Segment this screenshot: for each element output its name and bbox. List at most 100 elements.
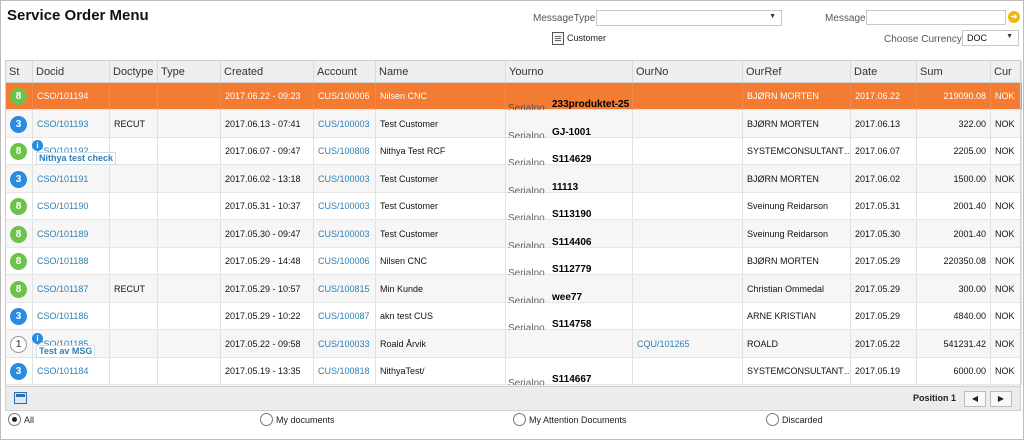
cell-account[interactable]: CUS/100003	[314, 110, 376, 138]
column-header-yourno[interactable]: Yourno	[506, 61, 633, 83]
serial-block: Serialno 11113	[508, 166, 632, 193]
cell-account[interactable]: CUS/100808	[314, 138, 376, 165]
sum-value: 322.00	[958, 118, 986, 129]
ourref-value: Sveinung Reidarson	[747, 228, 829, 239]
cell-doctype	[110, 358, 158, 385]
info-icon[interactable]: i	[32, 140, 43, 151]
cell-ourno[interactable]	[633, 193, 743, 220]
cell-ourno[interactable]	[633, 275, 743, 303]
table-row[interactable]: 3 CSO/101186 2017.05.29 - 10:22 CUS/100087 a…	[6, 303, 1022, 330]
table-row[interactable]: 8 CSO/101192 2017.06.07 - 09:47 CUS/100808 N…	[6, 138, 1022, 165]
radio-my-attention[interactable]: My Attention Documents	[513, 413, 627, 426]
cell-ourno[interactable]	[633, 220, 743, 248]
cell-created: 2017.05.19 - 13:35	[221, 358, 314, 385]
cell-docid[interactable]: CSO/101187	[33, 275, 110, 303]
arrow-right-icon[interactable]: ➜	[1008, 11, 1020, 23]
cell-ourno[interactable]	[633, 110, 743, 138]
cell-ourno[interactable]	[633, 358, 743, 385]
column-header-cur[interactable]: Cur	[991, 61, 1022, 83]
cell-account[interactable]: CUS/100006	[314, 83, 376, 110]
cell-sum: 300.00	[917, 275, 991, 303]
cell-ourno[interactable]	[633, 138, 743, 165]
created-value: 2017.05.29 - 10:57	[225, 283, 301, 294]
next-page-button[interactable]: ▶	[990, 391, 1012, 407]
cell-ourno[interactable]	[633, 248, 743, 275]
column-header-account[interactable]: Account	[314, 61, 376, 83]
radio-circle	[8, 413, 21, 426]
cell-account[interactable]: CUS/100003	[314, 220, 376, 248]
column-header-name[interactable]: Name	[376, 61, 506, 83]
sum-value: 6000.00	[953, 366, 986, 376]
column-header-sum[interactable]: Sum	[917, 61, 991, 83]
cell-st: 8	[6, 138, 33, 165]
table-row[interactable]: 8 CSO/101189 2017.05.30 - 09:47 CUS/100003 T…	[6, 220, 1022, 248]
cell-docid[interactable]: CSO/101188	[33, 248, 110, 275]
column-header-date[interactable]: Date	[851, 61, 917, 83]
cell-account[interactable]: CUS/100003	[314, 193, 376, 220]
cell-yourno: Serialno S114758	[506, 303, 633, 330]
cell-name: Roald Årvik	[376, 330, 506, 358]
info-icon[interactable]: i	[32, 332, 43, 344]
note-tag: Nithya test check	[36, 152, 117, 165]
cell-account[interactable]: CUS/100033	[314, 330, 376, 358]
cell-docid[interactable]: CSO/101186	[33, 303, 110, 330]
column-header-ourno[interactable]: OurNo	[633, 61, 743, 83]
cell-docid[interactable]: CSO/101193	[33, 110, 110, 138]
docid-value: CSO/101191	[37, 173, 89, 184]
currency-select[interactable]: DOC ▼	[962, 30, 1019, 46]
serial-block: Serialno S114667	[508, 358, 632, 385]
cell-account[interactable]: CUS/100818	[314, 358, 376, 385]
cur-value: NOK	[995, 366, 1015, 376]
message-input[interactable]	[866, 10, 1006, 25]
table-row[interactable]: 3 CSO/101193 RECUT 2017.06.13 - 07:41 CUS/10…	[6, 110, 1022, 138]
column-header-ourref[interactable]: OurRef	[743, 61, 851, 83]
column-header-docid[interactable]: Docid	[33, 61, 110, 83]
radio-discarded[interactable]: Discarded	[766, 413, 823, 426]
prev-page-button[interactable]: ◀	[964, 391, 986, 407]
cell-docid[interactable]: CSO/101185	[33, 330, 110, 358]
column-header-st[interactable]: St	[6, 61, 33, 83]
table-row[interactable]: 8 CSO/101187 RECUT 2017.05.29 - 10:57 CUS/10…	[6, 275, 1022, 303]
cell-ourno[interactable]	[633, 303, 743, 330]
cell-ourno[interactable]	[633, 165, 743, 193]
name-value: Min Kunde	[380, 283, 424, 294]
table-row[interactable]: 3 CSO/101191 2017.06.02 - 13:18 CUS/100003 T…	[6, 165, 1022, 193]
cell-docid[interactable]: CSO/101189	[33, 220, 110, 248]
message-type-select[interactable]: ▼	[596, 10, 782, 26]
cell-ourref: Sveinung Reidarson	[743, 193, 851, 220]
table-row[interactable]: 1 CSO/101185 2017.05.22 - 09:58 CUS/100033 R…	[6, 330, 1022, 358]
cell-name: Test Customer	[376, 165, 506, 193]
cell-account[interactable]: CUS/100815	[314, 275, 376, 303]
cell-created: 2017.05.29 - 14:48	[221, 248, 314, 275]
customer-button[interactable]: Customer	[552, 31, 606, 45]
serial-value: S114629	[552, 154, 592, 165]
table-row[interactable]: 8 CSO/101190 2017.05.31 - 10:37 CUS/100003 T…	[6, 193, 1022, 220]
cell-docid[interactable]: CSO/101194	[33, 83, 110, 110]
column-header-doctype[interactable]: Doctype	[110, 61, 158, 83]
table-row[interactable]: 8 CSO/101188 2017.05.29 - 14:48 CUS/100006 N…	[6, 248, 1022, 275]
cell-docid[interactable]: CSO/101191	[33, 165, 110, 193]
cell-date: 2017.06.07	[851, 138, 917, 165]
radio-my-documents[interactable]: My documents	[260, 413, 335, 426]
cell-account[interactable]: CUS/100003	[314, 165, 376, 193]
status-badge: 8	[10, 280, 27, 298]
cell-account[interactable]: CUS/100087	[314, 303, 376, 330]
cell-docid[interactable]: CSO/101192	[33, 138, 110, 165]
table-row[interactable]: 3 CSO/101184 2017.05.19 - 13:35 CUS/100818 N…	[6, 358, 1022, 385]
cell-ourref: BJØRN MORTEN	[743, 165, 851, 193]
cell-docid[interactable]: CSO/101184	[33, 358, 110, 385]
cell-account[interactable]: CUS/100006	[314, 248, 376, 275]
column-header-created[interactable]: Created	[221, 61, 314, 83]
cell-sum: 2001.40	[917, 193, 991, 220]
table-row[interactable]: 8 CSO/101194 2017.06.22 - 09:23 CUS/100006 N…	[6, 83, 1022, 110]
cell-ourno[interactable]: CQU/101265	[633, 330, 743, 358]
window-icon[interactable]	[14, 392, 27, 404]
cell-cur: NOK	[991, 110, 1022, 138]
cell-ourno[interactable]	[633, 83, 743, 110]
name-value: Nithya Test RCF	[380, 146, 446, 156]
column-header-type[interactable]: Type	[158, 61, 221, 83]
cell-created: 2017.06.02 - 13:18	[221, 165, 314, 193]
cell-docid[interactable]: CSO/101190	[33, 193, 110, 220]
radio-all[interactable]: All	[8, 413, 34, 426]
serial-label: Serialno	[508, 268, 545, 275]
